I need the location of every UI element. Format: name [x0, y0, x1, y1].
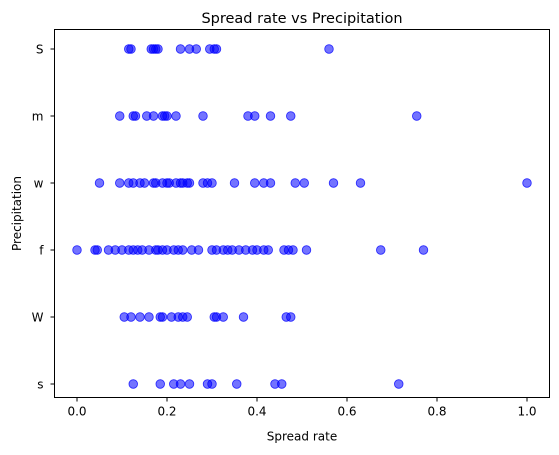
y-axis-title: Precipitation — [10, 176, 24, 251]
data-point — [144, 312, 154, 322]
data-point — [193, 245, 204, 255]
data-point — [191, 44, 201, 54]
data-point — [94, 178, 105, 188]
data-point — [153, 44, 163, 54]
x-tick-label: 0.2 — [157, 405, 176, 419]
data-point — [265, 178, 276, 188]
data-point — [92, 245, 102, 255]
y-tick-label: m — [32, 110, 44, 124]
y-tick-label: w — [34, 177, 44, 191]
data-point — [412, 111, 422, 121]
data-point — [126, 312, 136, 322]
data-point — [175, 44, 186, 54]
y-tick-label: W — [32, 311, 44, 325]
data-point — [171, 111, 181, 121]
x-axis-title: Spread rate — [267, 430, 337, 444]
y-tick-label: s — [37, 378, 43, 392]
data-point — [182, 312, 192, 322]
data-point — [265, 111, 276, 121]
data-point — [394, 379, 404, 389]
data-point — [155, 379, 165, 389]
data-point — [238, 312, 249, 322]
data-point — [376, 245, 386, 255]
data-point — [148, 111, 159, 121]
x-tick-label: 0.0 — [67, 405, 86, 419]
data-point — [184, 379, 195, 389]
data-point — [211, 44, 222, 54]
data-point — [218, 312, 228, 322]
data-point — [299, 178, 309, 188]
data-point — [229, 178, 240, 188]
data-point — [286, 312, 296, 322]
data-point — [130, 111, 141, 121]
data-point — [126, 44, 136, 54]
data-point — [72, 245, 82, 255]
data-point — [184, 178, 195, 188]
data-point — [157, 312, 168, 322]
data-points — [72, 44, 532, 389]
x-tick-label: 0.6 — [337, 405, 356, 419]
x-tick-label: 0.4 — [247, 405, 266, 419]
data-point — [328, 178, 339, 188]
data-point — [115, 111, 125, 121]
data-point — [128, 379, 138, 389]
x-axis-ticks: 0.0 0.2 0.4 0.6 0.8 1.0 — [67, 397, 537, 419]
chart-title: Spread rate vs Precipitation — [201, 11, 402, 27]
data-point — [178, 245, 188, 255]
data-point — [250, 111, 260, 121]
data-point — [418, 245, 429, 255]
plot-frame — [54, 29, 550, 398]
data-point — [207, 379, 217, 389]
data-point — [277, 379, 287, 389]
y-tick-label: f — [39, 244, 44, 258]
data-point — [301, 245, 312, 255]
data-point — [139, 178, 150, 188]
data-point — [355, 178, 366, 188]
data-point — [162, 111, 172, 121]
data-point — [286, 111, 296, 121]
data-point — [263, 245, 273, 255]
data-point — [175, 379, 186, 389]
y-tick-label: S — [36, 43, 44, 57]
data-point — [250, 178, 260, 188]
data-point — [232, 379, 242, 389]
data-point — [324, 44, 334, 54]
data-point — [198, 111, 208, 121]
data-point — [115, 178, 125, 188]
data-point — [288, 245, 298, 255]
y-axis-ticks: s Wf w m S — [32, 43, 55, 392]
x-tick-label: 0.8 — [427, 405, 446, 419]
data-point — [135, 312, 145, 322]
data-point — [290, 178, 300, 188]
x-tick-label: 1.0 — [517, 405, 536, 419]
data-point — [522, 178, 532, 188]
data-point — [207, 178, 217, 188]
